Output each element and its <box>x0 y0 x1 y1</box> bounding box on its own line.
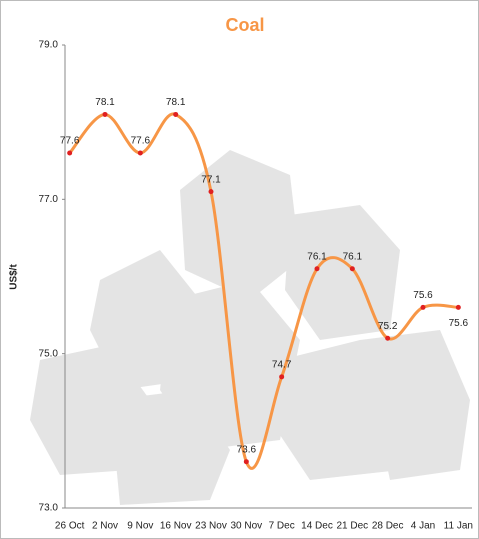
background-image <box>30 150 470 505</box>
point <box>314 266 320 272</box>
data-label: 77.1 <box>201 174 221 185</box>
point <box>208 189 214 195</box>
y-axis-title: US$/t <box>9 264 20 290</box>
point <box>279 374 285 380</box>
x-tick-label: 26 Oct <box>55 521 85 532</box>
line <box>68 112 459 470</box>
x-tick-label: 9 Nov <box>127 521 153 532</box>
x-tick-label: 7 Dec <box>269 521 295 532</box>
point <box>385 335 391 341</box>
data-label: 75.6 <box>413 290 433 301</box>
x-tick-label: 4 Jan <box>411 521 435 532</box>
x-tick-label: 2 Nov <box>92 521 118 532</box>
y-tick-label: 79.0 <box>39 40 59 51</box>
data-label: 75.2 <box>378 321 398 332</box>
point <box>349 266 355 272</box>
data-label: 76.1 <box>343 251 363 262</box>
x-tick-label: 28 Dec <box>372 521 404 532</box>
point <box>67 150 73 156</box>
data-label: 73.6 <box>237 444 257 455</box>
data-label: 78.1 <box>166 97 186 108</box>
point <box>420 304 426 310</box>
x-tick-label: 11 Jan <box>444 521 473 532</box>
y-tick-label: 77.0 <box>39 194 59 205</box>
point <box>102 111 108 117</box>
x-tick-label: 14 Dec <box>301 521 333 532</box>
x-tick-label: 23 Nov <box>195 521 227 532</box>
data-label: 77.6 <box>131 136 151 147</box>
y-tick-label: 73.0 <box>39 503 59 514</box>
data-label: 74.7 <box>272 359 292 370</box>
data-label: 75.6 <box>449 318 469 329</box>
point <box>137 150 143 156</box>
point <box>173 111 179 117</box>
point <box>455 304 461 310</box>
y-tick-label: 75.0 <box>39 348 59 359</box>
x-tick-label: 16 Nov <box>160 521 192 532</box>
data-label: 76.1 <box>307 251 327 262</box>
x-tick-label: 30 Nov <box>230 521 262 532</box>
point <box>243 459 249 465</box>
data-label: 77.6 <box>60 136 80 147</box>
x-tick-label: 21 Dec <box>336 521 368 532</box>
chart-title: Coal <box>225 15 264 35</box>
data-label: 78.1 <box>95 97 115 108</box>
